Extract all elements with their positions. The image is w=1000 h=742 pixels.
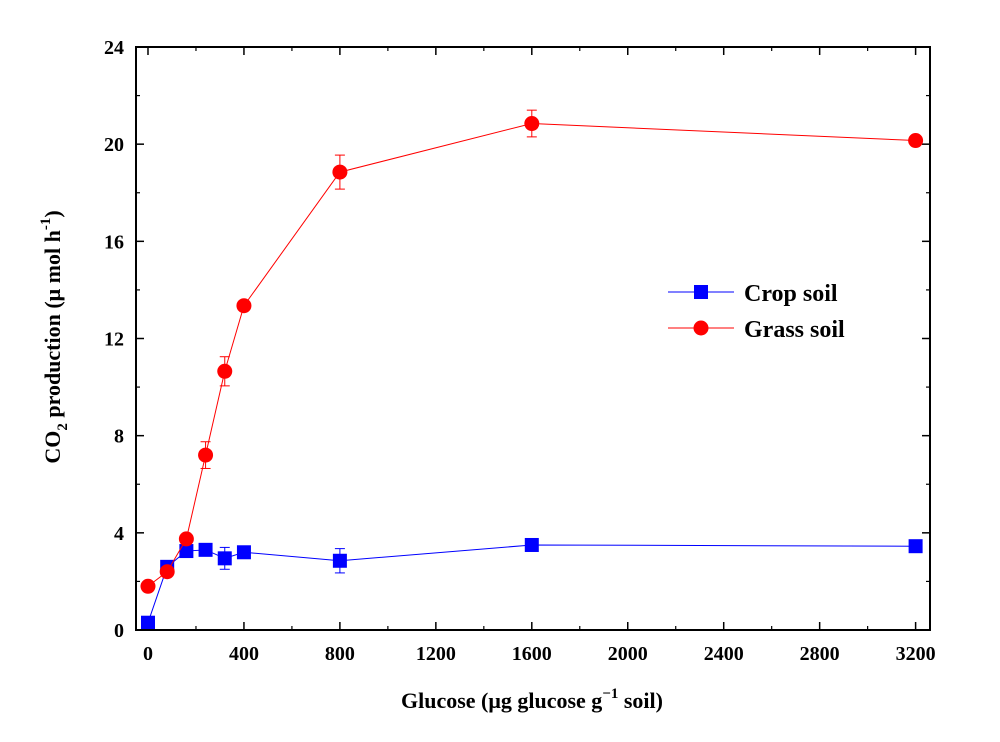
x-tick-label: 800 xyxy=(325,643,355,665)
x-axis-title: Glucose (μg glucose g−1 soil) xyxy=(401,686,663,713)
data-point xyxy=(236,545,251,560)
legend-label-crop-soil: Crop soil xyxy=(744,281,838,307)
data-point xyxy=(140,578,156,594)
legend-item-crop-soil: Crop soil xyxy=(668,281,838,307)
data-point xyxy=(178,531,194,547)
series-line-crop-soil xyxy=(147,544,916,623)
data-point xyxy=(908,539,923,554)
y-tick-label: 16 xyxy=(104,231,124,253)
data-point xyxy=(908,133,924,149)
x-tick-label: 2400 xyxy=(704,643,744,665)
legend-marker-crop-soil xyxy=(694,285,708,299)
x-tick-label: 2800 xyxy=(800,643,840,665)
plot-frame xyxy=(135,46,931,631)
series-line-grass-soil xyxy=(147,123,916,587)
x-tick-label: 2000 xyxy=(608,643,648,665)
series-layer xyxy=(140,109,924,630)
data-point xyxy=(140,615,155,630)
data-point xyxy=(332,164,348,180)
y-tick-label: 4 xyxy=(114,523,124,545)
data-point xyxy=(236,298,252,314)
x-tick-label: 400 xyxy=(229,643,259,665)
y-tick-label: 12 xyxy=(104,329,124,351)
data-point xyxy=(198,447,214,463)
data-point xyxy=(179,544,194,559)
y-tick-label: 24 xyxy=(104,37,124,59)
data-point xyxy=(332,553,347,568)
x-tick-label: 3200 xyxy=(896,643,936,665)
data-point xyxy=(524,537,539,552)
tick-labels: 0 400 800 1200 1600 2000 2400 2800 3200 0 4 8 12 16 20… xyxy=(104,37,936,665)
data-point xyxy=(524,116,540,132)
data-point xyxy=(159,564,175,580)
data-point xyxy=(198,542,213,557)
y-tick-label: 0 xyxy=(114,620,124,642)
legend-item-grass-soil: Grass soil xyxy=(668,317,845,343)
legend-marker-grass-soil xyxy=(693,320,709,336)
data-point xyxy=(217,363,233,379)
x-tick-label: 1600 xyxy=(512,643,552,665)
legend: Crop soil Grass soil xyxy=(668,281,845,343)
series-crop-soil xyxy=(140,537,923,630)
y-tick-label: 8 xyxy=(114,426,124,448)
data-point xyxy=(217,551,232,566)
x-tick-label: 1200 xyxy=(416,643,456,665)
series-grass-soil xyxy=(140,109,924,594)
x-tick-label: 0 xyxy=(143,643,153,665)
legend-label-grass-soil: Grass soil xyxy=(744,317,845,343)
y-axis-title: CO2 production (μ mol h-1) xyxy=(38,210,71,463)
y-tick-label: 20 xyxy=(104,134,124,156)
